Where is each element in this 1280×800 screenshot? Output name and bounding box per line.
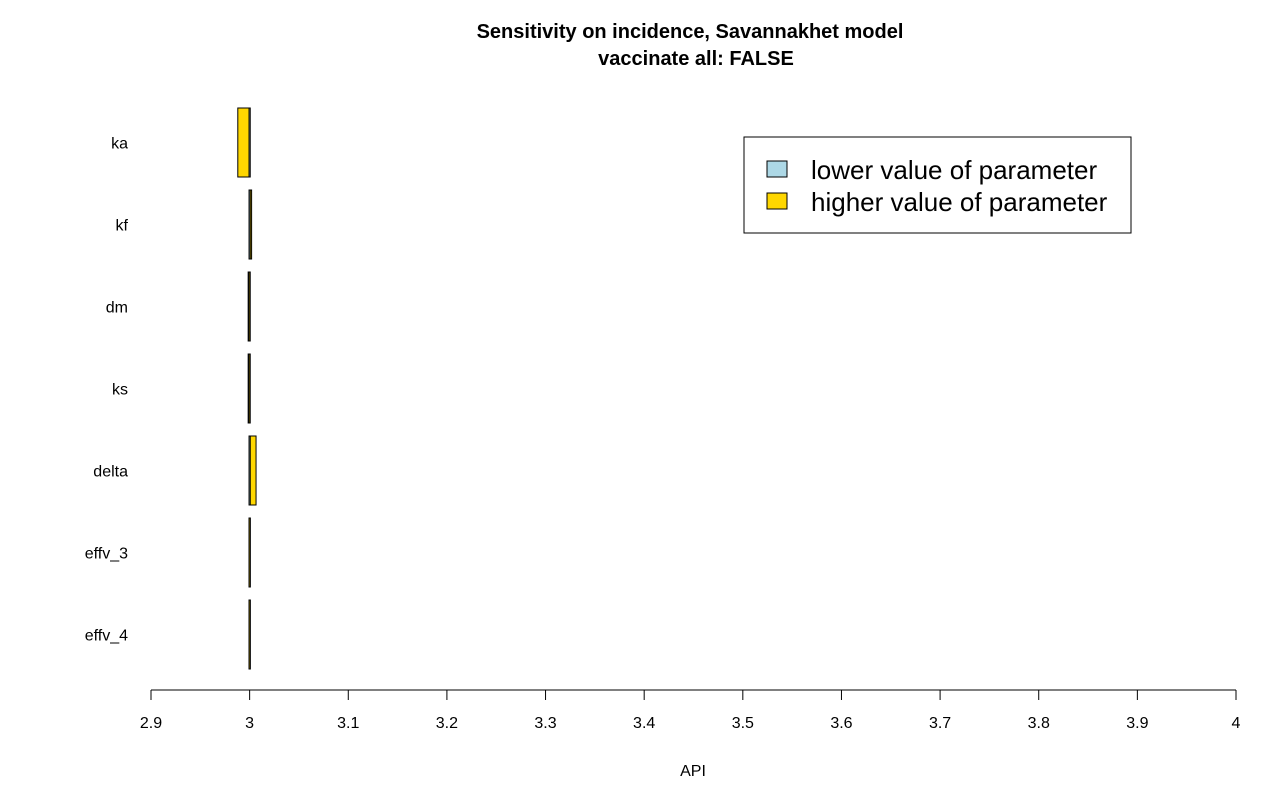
category-label: dm [106,300,128,317]
x-tick-label: 3.8 [1028,715,1050,732]
category-label: ka [111,136,128,153]
legend-label-higher: higher value of parameter [811,187,1108,217]
bar-higher [248,271,251,342]
x-tick-label: 3.9 [1126,715,1148,732]
x-tick-label: 3 [245,715,254,732]
x-tick-label: 2.9 [140,715,162,732]
bar-higher [248,599,251,670]
bar-lower [248,435,251,506]
bar-higher [248,353,251,424]
chart-title: Sensitivity on incidence, Savannakhet mo… [477,21,904,43]
bar-lower [248,189,251,260]
x-tick-label: 3.3 [534,715,556,732]
x-tick-label: 3.5 [732,715,754,732]
x-tick-label: 3.4 [633,715,655,732]
legend-box [743,136,1132,234]
bar-higher [248,517,251,588]
bars-layer [237,107,257,670]
legend-label-lower: lower value of parameter [811,155,1097,185]
x-tick-label: 3.6 [830,715,852,732]
chart-subtitle: vaccinate all: FALSE [598,48,794,70]
x-tick-label: 3.1 [337,715,359,732]
legend-swatch-lower [766,160,788,178]
bar-higher [237,107,251,178]
x-tick-label: 3.2 [436,715,458,732]
category-label: effv_4 [85,628,128,645]
legend: lower value of parameter higher value of… [743,136,1132,234]
category-label: ks [112,382,128,399]
category-label: delta [93,464,128,481]
bar-lower [248,107,251,178]
category-label: effv_3 [85,546,128,563]
x-tick-label: 3.7 [929,715,951,732]
x-tick-label: 4 [1232,715,1241,732]
category-label: kf [116,218,129,235]
category-labels: ka kf dm ks delta effv_3 effv_4 [85,136,129,645]
legend-swatch-higher [766,192,788,210]
x-axis-label: API [680,763,706,780]
x-axis: 2.9 3 3.1 3.2 3.3 3.4 3.5 3.6 3.7 3.8 3.9 4 [140,689,1241,732]
